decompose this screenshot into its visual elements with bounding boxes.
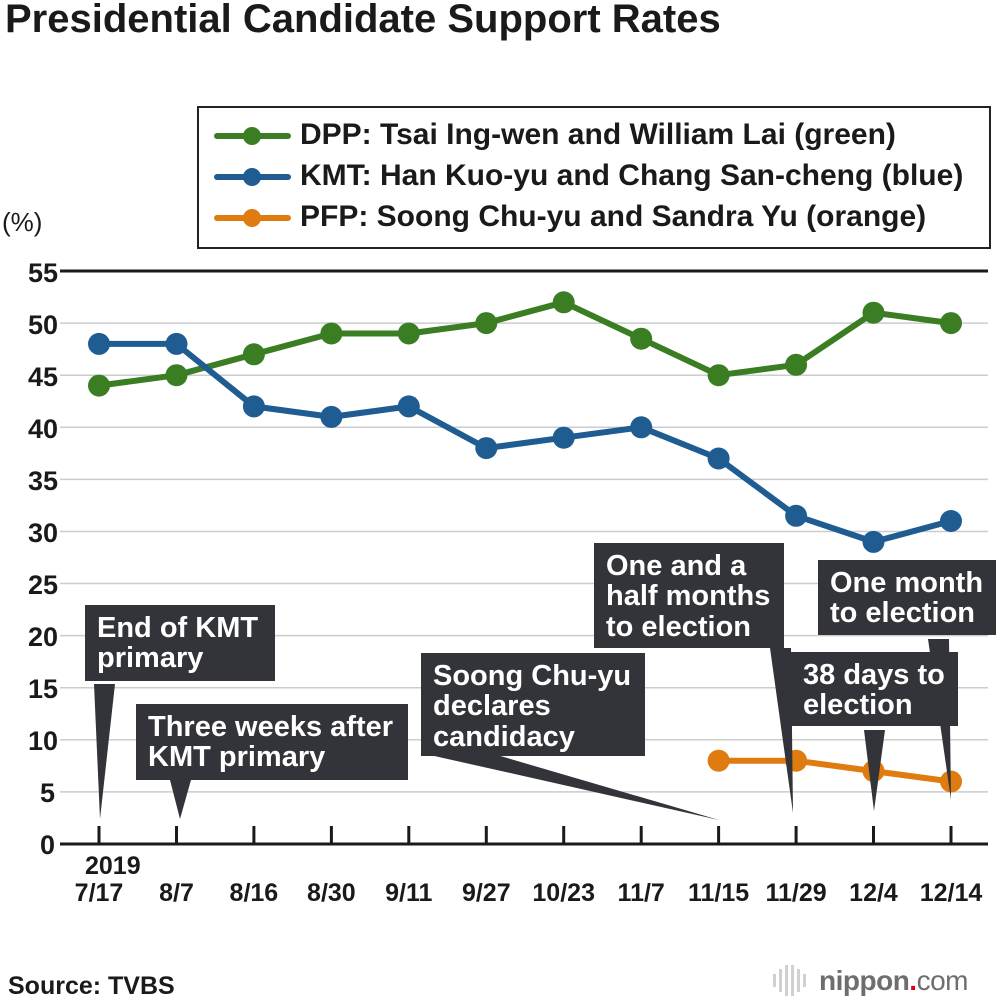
svg-text:nippon.com: nippon.com <box>819 965 968 996</box>
